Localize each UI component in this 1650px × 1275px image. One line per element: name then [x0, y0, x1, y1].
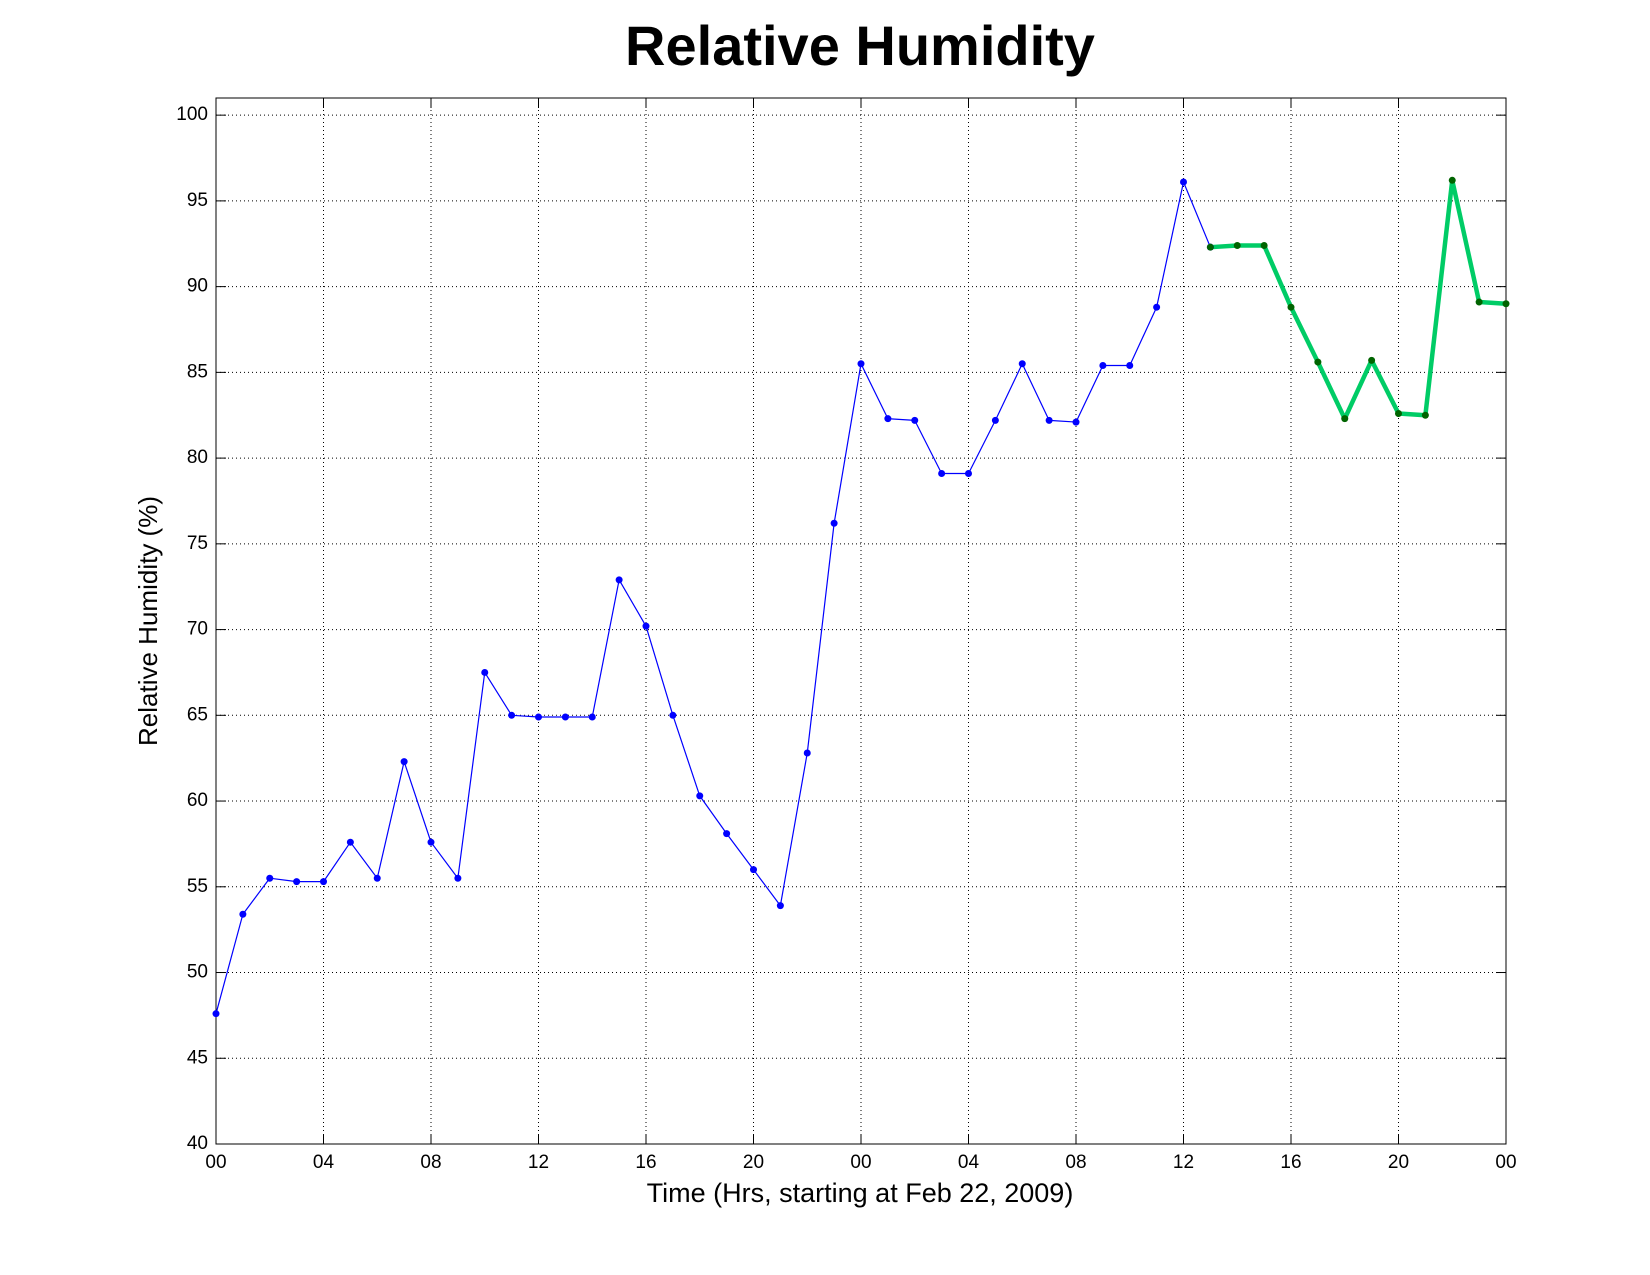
y-tick-label: 70: [187, 619, 208, 640]
data-point: [1180, 178, 1187, 186]
data-line: [215, 181, 1211, 1014]
y-tick-label: 100: [176, 104, 208, 125]
x-tick-label: 16: [635, 1152, 656, 1173]
x-tick-label: 00: [1495, 1152, 1516, 1173]
y-tick-label: 55: [187, 876, 208, 897]
data-point: [884, 415, 892, 423]
data-point: [669, 711, 677, 719]
data-point: [750, 866, 757, 874]
data-point: [965, 470, 972, 478]
data-point: [723, 830, 731, 838]
y-tick-label: 80: [187, 447, 208, 468]
data-point: [938, 470, 946, 478]
data-point: [1153, 303, 1161, 311]
x-tick-label: 04: [313, 1152, 335, 1173]
data-point: [803, 749, 811, 757]
x-tick-label: 20: [1388, 1152, 1409, 1173]
data-point: [615, 576, 623, 584]
y-tick-label: 75: [187, 533, 208, 554]
data-point: [561, 713, 569, 721]
x-tick-label: 20: [743, 1152, 764, 1173]
data-point: [911, 416, 919, 424]
x-tick-label: 16: [1280, 1152, 1301, 1173]
y-axis-label: Relative Humidity (%): [133, 496, 163, 746]
data-point: [830, 519, 838, 527]
data-point: [1260, 241, 1268, 249]
data-point: [1395, 410, 1402, 418]
data-point: [1206, 243, 1214, 251]
y-tick-label: 40: [187, 1133, 208, 1154]
x-tick-label: 00: [205, 1152, 226, 1173]
data-point: [481, 668, 489, 676]
data-point: [1045, 416, 1053, 424]
data-point: [535, 713, 542, 721]
data-line: [1210, 178, 1507, 421]
x-tick-label: 00: [850, 1152, 871, 1173]
data-point: [1475, 298, 1483, 306]
data-point: [696, 792, 704, 800]
data-point: [642, 622, 650, 630]
data-point: [346, 838, 354, 846]
data-point: [1099, 362, 1107, 370]
data-point: [400, 758, 408, 766]
data-point: [239, 910, 247, 918]
data-point: [454, 874, 462, 882]
x-tick-label: 12: [528, 1152, 549, 1173]
data-point: [776, 902, 784, 910]
y-tick-label: 85: [187, 361, 208, 382]
data-point: [1421, 411, 1429, 419]
x-axis-label: Time (Hrs, starting at Feb 22, 2009): [647, 1178, 1074, 1208]
data-point: [373, 874, 381, 882]
x-tick-label: 08: [420, 1152, 441, 1173]
data-point: [212, 1010, 220, 1018]
data-point: [1287, 303, 1295, 311]
y-tick-label: 50: [187, 962, 208, 983]
data-point: [991, 416, 999, 424]
y-tick-label: 65: [187, 704, 208, 725]
x-tick-label: 12: [1173, 1152, 1194, 1173]
data-point: [1448, 176, 1456, 184]
data-point: [1502, 300, 1510, 308]
data-point: [508, 711, 516, 719]
y-tick-label: 95: [187, 190, 208, 211]
data-point: [1368, 356, 1376, 364]
data-point: [588, 713, 596, 721]
x-tick-label: 04: [958, 1152, 980, 1173]
x-tick-label: 08: [1065, 1152, 1086, 1173]
data-point: [320, 878, 327, 886]
data-point: [857, 360, 865, 368]
y-tick-label: 45: [187, 1047, 208, 1068]
data-point: [1233, 241, 1241, 249]
plot-frame: [215, 97, 1507, 1145]
data-point: [1126, 362, 1134, 370]
data-point: [293, 878, 301, 886]
y-tick-label: 90: [187, 276, 208, 297]
data-point: [1018, 360, 1026, 368]
data-point: [427, 838, 435, 846]
data-point: [1314, 358, 1322, 366]
data-point: [266, 874, 274, 882]
data-point: [1072, 418, 1080, 426]
data-point: [1341, 415, 1349, 423]
chart-title: Relative Humidity: [625, 14, 1095, 77]
y-tick-label: 60: [187, 790, 208, 811]
